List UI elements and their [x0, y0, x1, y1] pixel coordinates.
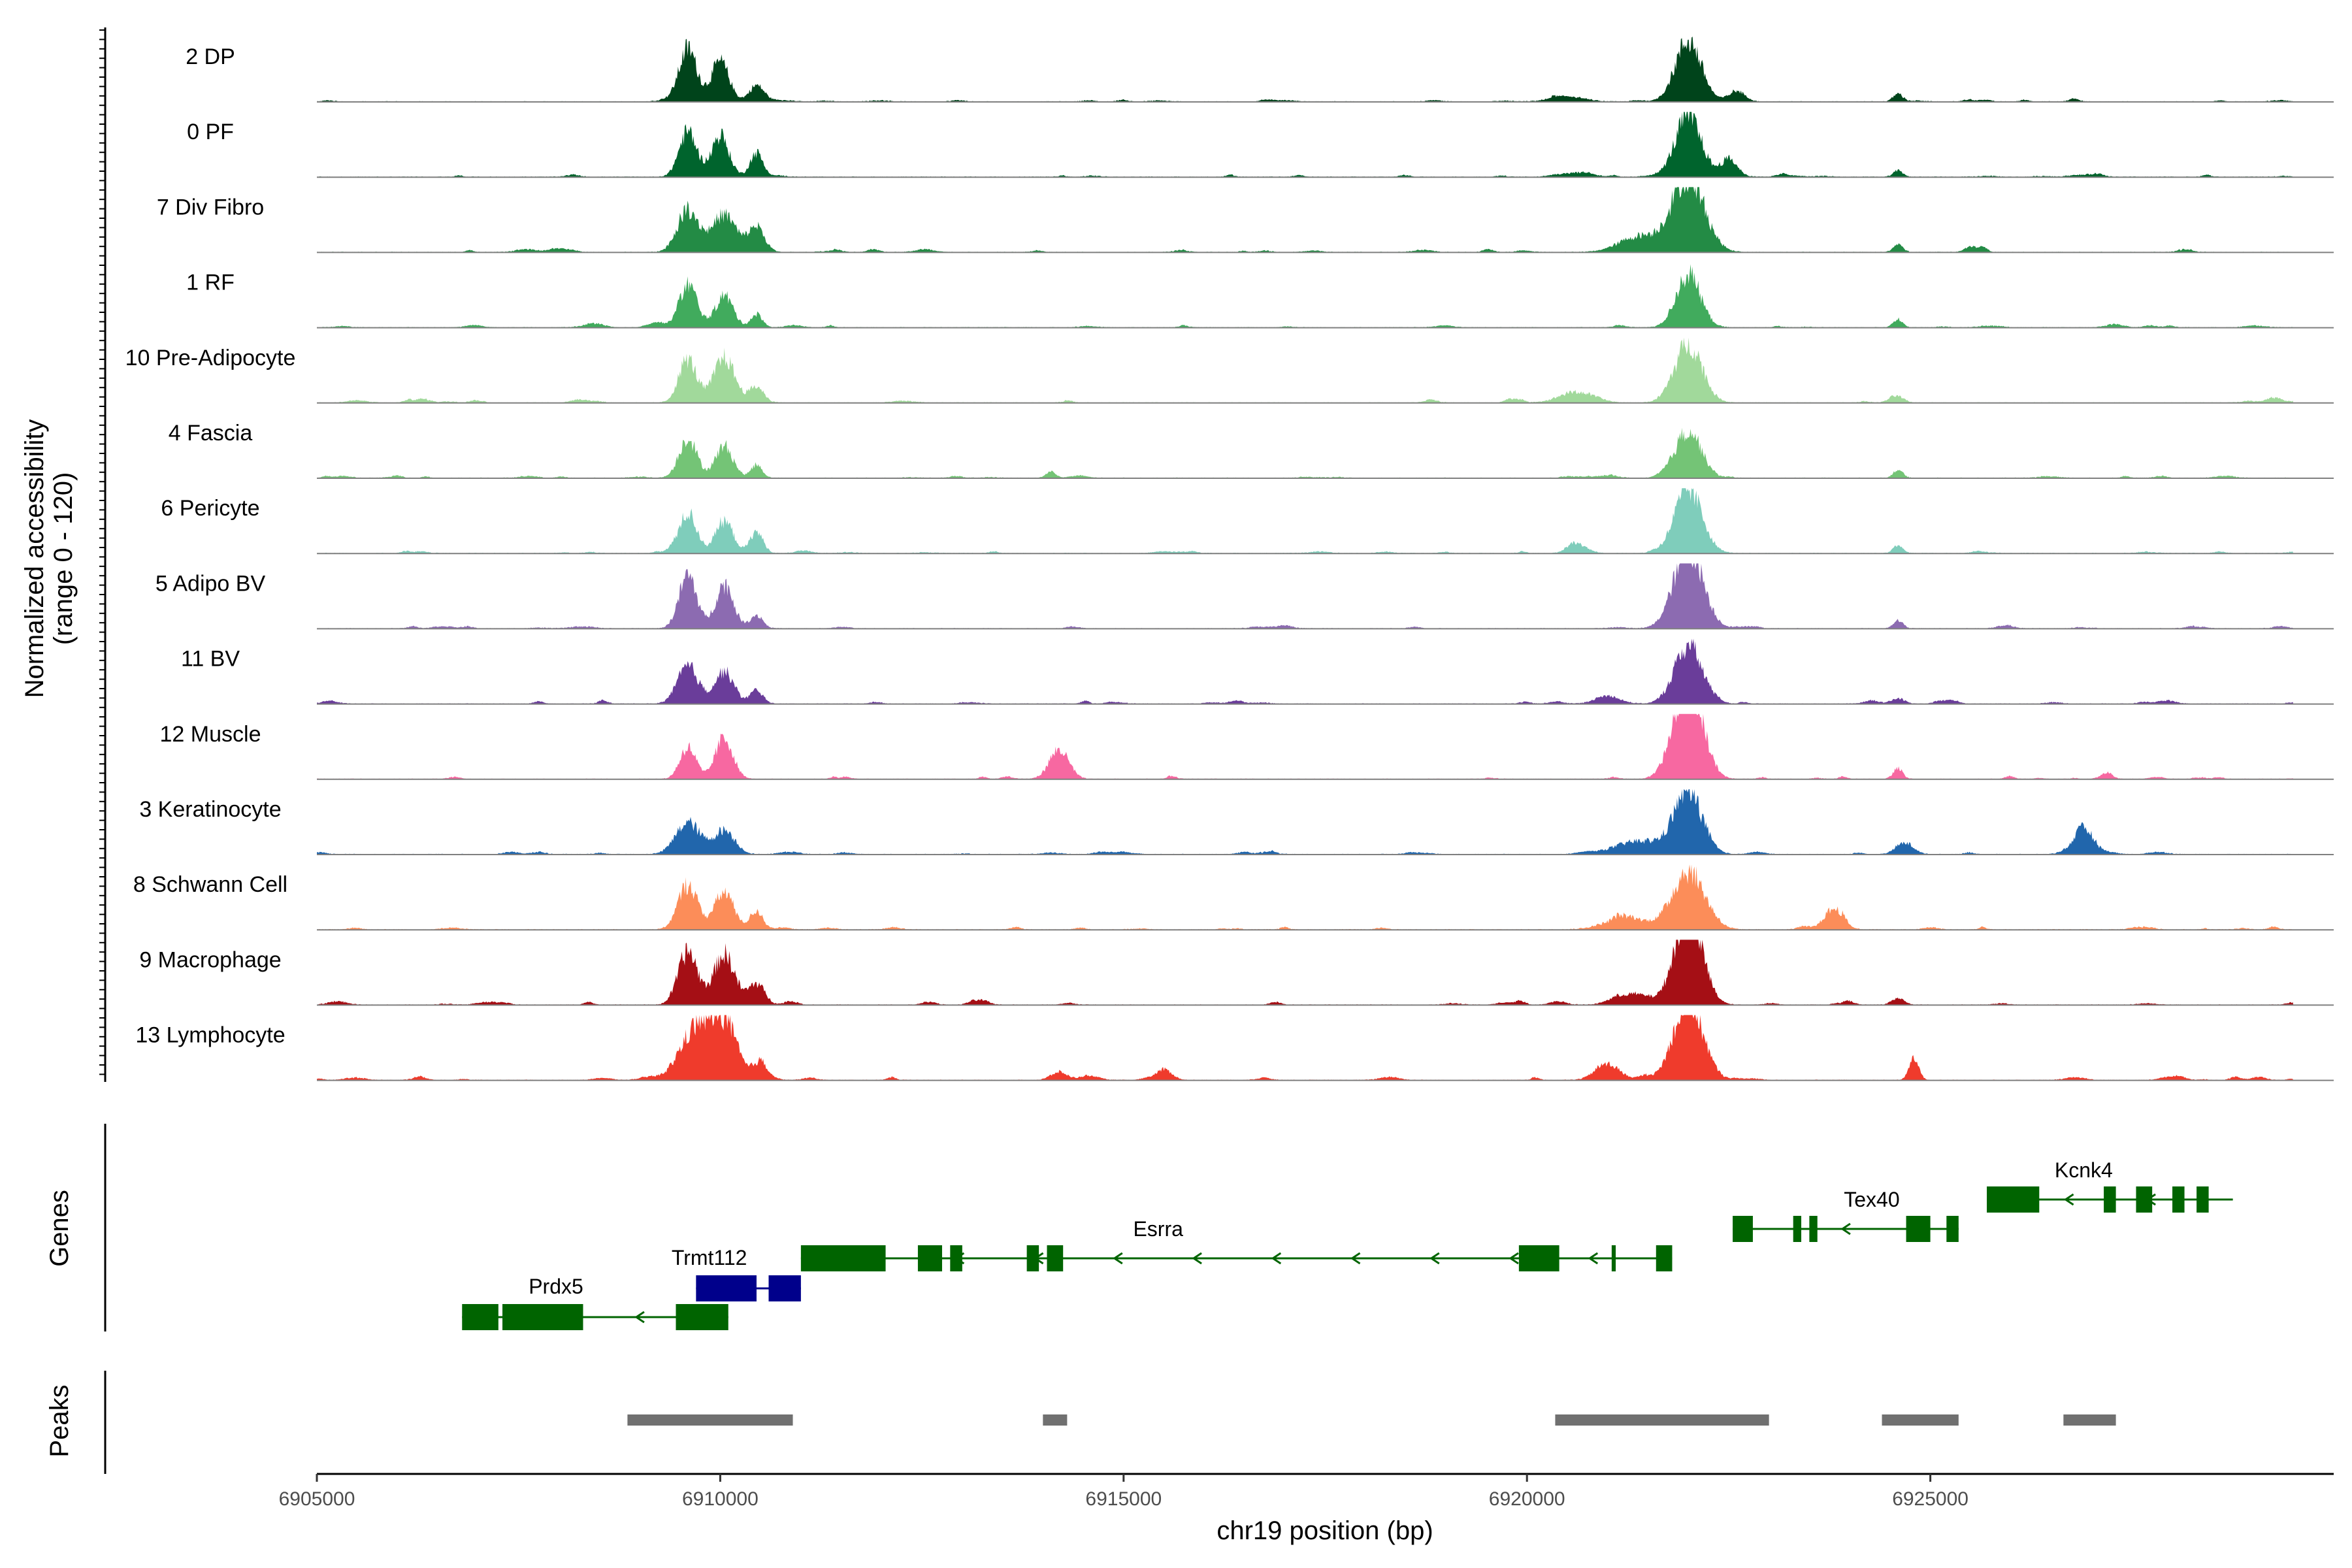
- gene-exon: [768, 1275, 801, 1301]
- track-6-pericyte: 6 Pericyte: [161, 488, 2334, 555]
- track-13-lymphocyte: 13 Lymphocyte: [135, 1015, 2334, 1081]
- gene-kcnk4: Kcnk4: [1987, 1158, 2233, 1213]
- gene-label: Esrra: [1133, 1217, 1183, 1241]
- gene-exon: [2104, 1186, 2116, 1213]
- peak-regions: [627, 1414, 2116, 1426]
- track-8-schwann-cell: 8 Schwann Cell: [133, 864, 2334, 931]
- track-label: 0 PF: [187, 120, 234, 144]
- strand-arrow: [1429, 1252, 1440, 1265]
- peaks-panel-title: Peaks: [45, 1384, 74, 1457]
- strand-arrow: [1192, 1252, 1202, 1265]
- gene-exon: [1047, 1245, 1064, 1271]
- gene-prdx5: Prdx5: [462, 1275, 728, 1330]
- gene-exon: [676, 1304, 728, 1330]
- track-label: 1 RF: [186, 270, 235, 295]
- track-10-pre-adipocyte: 10 Pre-Adipocyte: [125, 337, 2334, 404]
- x-tick-label: 6910000: [682, 1488, 759, 1510]
- track-label: 9 Macrophage: [139, 947, 281, 972]
- gene-exon: [1906, 1216, 1931, 1242]
- strand-arrow: [634, 1311, 645, 1324]
- gene-exon: [1656, 1245, 1673, 1271]
- gene-label: Trmt112: [672, 1246, 747, 1269]
- coverage-y-axis-ticks: [99, 29, 105, 1075]
- track-label: 8 Schwann Cell: [133, 872, 287, 897]
- track-label: 6 Pericyte: [161, 496, 259, 521]
- gene-label: Tex40: [1844, 1188, 1899, 1211]
- track-12-muscle: 12 Muscle: [160, 713, 2334, 780]
- gene-exon: [917, 1245, 942, 1271]
- track-0-pf: 0 PF: [187, 112, 2334, 178]
- track-label: 5 Adipo BV: [155, 571, 266, 596]
- track-label: 13 Lymphocyte: [135, 1023, 285, 1048]
- track-5-adipo-bv: 5 Adipo BV: [155, 563, 2334, 630]
- gene-tex40: Tex40: [1733, 1188, 1959, 1242]
- y-axis-range-label: (range 0 - 120): [49, 472, 78, 645]
- x-tick-label: 6915000: [1085, 1488, 1162, 1510]
- gene-exon: [2172, 1186, 2185, 1213]
- x-tick-label: 6925000: [1892, 1488, 1968, 1510]
- peak-region: [1043, 1414, 1068, 1426]
- gene-exon: [502, 1304, 583, 1330]
- strand-arrow: [1840, 1222, 1851, 1235]
- gene-exon: [1026, 1245, 1039, 1271]
- x-axis-title: chr19 position (bp): [1217, 1516, 1433, 1545]
- x-tick-label: 6920000: [1489, 1488, 1565, 1510]
- strand-arrow: [1509, 1252, 1519, 1265]
- track-label: 11 BV: [181, 647, 240, 672]
- gene-esrra: Esrra: [800, 1217, 1673, 1271]
- genes-panel-title: Genes: [45, 1190, 74, 1267]
- gene-trmt112: Trmt112: [672, 1246, 801, 1301]
- gene-exon: [1518, 1245, 1560, 1271]
- track-label: 3 Keratinocyte: [139, 797, 281, 822]
- track-1-rf: 1 RF: [186, 264, 2334, 329]
- peak-region: [627, 1414, 793, 1426]
- peak-region: [1882, 1414, 1959, 1426]
- x-tick-label: 6905000: [279, 1488, 355, 1510]
- gene-exon: [696, 1275, 757, 1301]
- gene-exon: [1946, 1216, 1959, 1242]
- gene-exon: [462, 1304, 498, 1330]
- gene-exon: [1809, 1216, 1818, 1242]
- track-label: 10 Pre-Adipocyte: [125, 346, 296, 370]
- strand-arrow: [2063, 1193, 2074, 1206]
- track-label: 4 Fascia: [169, 421, 253, 446]
- strand-arrow: [1350, 1252, 1361, 1265]
- y-axis-title: Normalized accessibility: [20, 419, 49, 698]
- gene-exon: [1733, 1216, 1753, 1242]
- gene-exon: [1793, 1216, 1802, 1242]
- strand-arrow: [1271, 1252, 1282, 1265]
- peak-region: [2063, 1414, 2116, 1426]
- gene-exon: [950, 1245, 962, 1271]
- gene-exon: [2136, 1186, 2153, 1213]
- gene-label: Prdx5: [529, 1275, 583, 1298]
- gene-annotations: Prdx5 Trmt112 Esrra Tex40 Kcnk4: [462, 1158, 2233, 1330]
- track-3-keratinocyte: 3 Keratinocyte: [139, 789, 2334, 855]
- track-7-div-fibro: 7 Div Fibro: [157, 187, 2334, 253]
- coverage-tracks: 2 DP 0 PF 7 Div Fibro 1 RF 10 Pre-Adipocyte 4…: [125, 37, 2334, 1081]
- gene-exon: [1987, 1186, 2040, 1213]
- gene-label: Kcnk4: [2055, 1158, 2113, 1182]
- track-label: 7 Div Fibro: [157, 195, 264, 220]
- coverage-area: [317, 1015, 2294, 1081]
- gene-exon: [800, 1245, 886, 1271]
- peak-region: [1555, 1414, 1769, 1426]
- track-label: 12 Muscle: [160, 722, 261, 747]
- strand-arrow: [1588, 1252, 1599, 1265]
- track-2-dp: 2 DP: [186, 37, 2334, 103]
- x-axis-ticks: 6905000 6910000 6915000 6920000 6925000: [279, 1474, 1968, 1510]
- gene-exon: [2197, 1186, 2209, 1213]
- track-4-fascia: 4 Fascia: [169, 421, 2334, 479]
- coverage-area: [317, 789, 2294, 855]
- track-label: 2 DP: [186, 44, 235, 69]
- track-9-macrophage: 9 Macrophage: [139, 939, 2334, 1006]
- strand-arrow: [1113, 1252, 1123, 1265]
- track-11-bv: 11 BV: [181, 638, 2334, 705]
- gene-exon: [1611, 1245, 1616, 1271]
